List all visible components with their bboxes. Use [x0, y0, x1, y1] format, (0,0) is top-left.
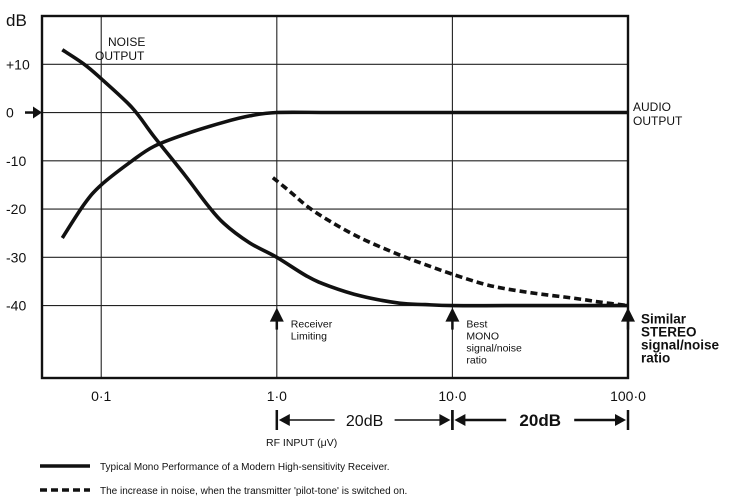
x-tick-label: 0·1 — [91, 388, 111, 404]
interval-label: 20dB — [346, 413, 383, 430]
annotations: NOISEOUTPUTAUDIOOUTPUTReceiverLimitingBe… — [95, 35, 720, 430]
y-tick-label: -40 — [6, 298, 26, 314]
arrow-left-icon — [278, 414, 290, 426]
y-unit-label: dB — [6, 11, 27, 30]
arrow-up-icon — [269, 307, 284, 322]
y-tick-label: +10 — [6, 56, 30, 72]
y-axis: dB +10 0 -10 -20 -30 -40 — [6, 11, 42, 314]
audio-output-label: OUTPUT — [633, 114, 683, 128]
marker-note: ratio — [641, 351, 670, 366]
legend-text: Typical Mono Performance of a Modern Hig… — [100, 462, 390, 473]
arrow-right-icon — [615, 414, 626, 426]
series-group — [60, 48, 629, 308]
series-line-1 — [61, 48, 628, 308]
marker-note: signal/noise — [466, 343, 522, 355]
arrow-up-icon — [445, 307, 460, 322]
x-tick-label: 10·0 — [438, 388, 466, 404]
marker-note: Similar — [641, 312, 687, 327]
audio-output-label: AUDIO — [633, 100, 671, 114]
legend: Typical Mono Performance of a Modern Hig… — [40, 462, 407, 497]
grid — [42, 16, 629, 378]
series-line-2 — [60, 110, 628, 239]
x-tick-label: 100·0 — [610, 388, 646, 404]
marker-note: Limiting — [291, 331, 327, 343]
y-tick-label: -20 — [6, 201, 26, 217]
series-line-3 — [271, 176, 629, 308]
noise-output-label: NOISE — [108, 35, 145, 49]
marker-note: Receiver — [291, 319, 333, 331]
plot-frame — [40, 14, 630, 380]
y-tick-label: -10 — [6, 153, 26, 169]
x-axis: RF INPUT (μV) 0·1 1·0 10·0 100·0 — [91, 388, 646, 449]
marker-note: Best — [466, 319, 487, 331]
marker-note: STEREO — [641, 325, 697, 340]
marker-note: MONO — [466, 331, 499, 343]
noise-output-label: OUTPUT — [95, 49, 145, 63]
interval-label: 20dB — [519, 411, 561, 430]
zero-arrow-icon — [33, 106, 42, 119]
marker-note: ratio — [466, 355, 487, 367]
x-tick-label: 1·0 — [267, 388, 287, 404]
arrow-left-icon — [454, 414, 466, 426]
x-axis-label: RF INPUT (μV) — [266, 437, 337, 449]
y-tick-label: 0 — [6, 105, 14, 121]
arrow-right-icon — [439, 414, 451, 426]
legend-text: The increase in noise, when the transmit… — [100, 486, 407, 497]
y-tick-label: -30 — [6, 249, 26, 265]
marker-note: signal/noise — [641, 338, 720, 353]
arrow-up-icon — [621, 307, 635, 322]
